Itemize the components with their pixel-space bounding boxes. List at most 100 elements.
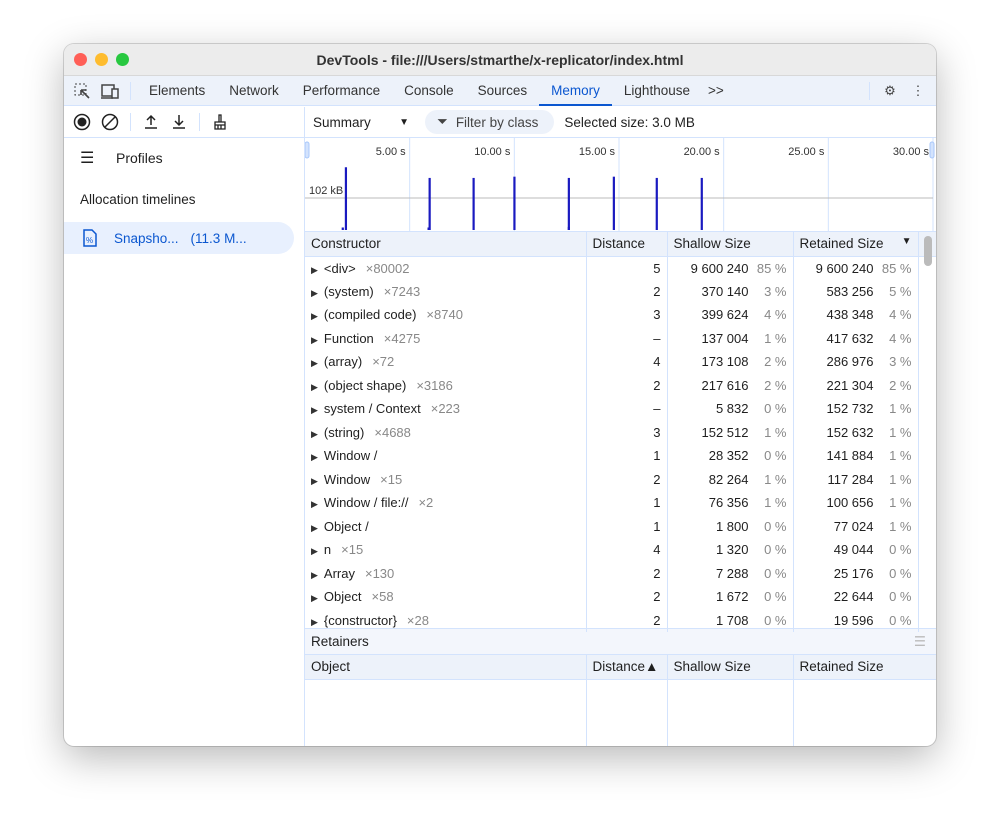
tab-memory[interactable]: Memory (539, 76, 612, 106)
selected-size: Selected size: 3.0 MB (564, 114, 695, 130)
tab-console[interactable]: Console (404, 82, 454, 98)
expand-triangle-icon[interactable]: ▶ (311, 452, 318, 463)
expand-triangle-icon[interactable]: ▶ (311, 264, 318, 275)
clear-icon[interactable] (96, 108, 124, 136)
expand-triangle-icon[interactable]: ▶ (311, 381, 318, 392)
distance-cell: 2 (586, 561, 668, 585)
expand-triangle-icon[interactable]: ▶ (311, 405, 318, 416)
expand-triangle-icon[interactable]: ▶ (311, 616, 318, 627)
expand-triangle-icon[interactable]: ▶ (311, 358, 318, 369)
tab-network[interactable]: Network (229, 82, 279, 98)
expand-triangle-icon[interactable]: ▶ (311, 428, 318, 439)
download-icon[interactable] (165, 108, 193, 136)
device-toolbar-icon[interactable] (96, 77, 124, 105)
allocation-bar (612, 176, 615, 230)
ret-col-shallow[interactable]: Shallow Size (667, 655, 794, 680)
shallow-size-cell: 1 320 0 % (667, 538, 794, 562)
shallow-size-cell: 9 600 240 85 % (667, 256, 794, 280)
scrollbar-thumb[interactable] (924, 236, 932, 266)
profiles-sidebar: ☰ Profiles Allocation timelines % Snapsh… (64, 107, 305, 746)
record-icon[interactable] (68, 108, 96, 136)
retained-size-cell: 286 976 3 % (793, 350, 919, 374)
profiles-header: ☰ Profiles (64, 138, 304, 178)
collect-garbage-broom-icon[interactable] (206, 108, 234, 136)
filter-icon: ⏷ (437, 114, 448, 129)
table-row[interactable]: ▶ n ×15 4 1 320 0 % 49 044 0 % (305, 538, 936, 562)
table-row[interactable]: ▶ <div> ×80002 5 9 600 240 85 % 9 600 240 85… (305, 256, 936, 280)
expand-triangle-icon[interactable]: ▶ (311, 475, 318, 486)
table-row[interactable]: ▶ Window / file://×2 1 76 356 1 % 100 656 1… (305, 491, 936, 515)
expand-triangle-icon[interactable]: ▶ (311, 311, 318, 322)
range-handle-right (929, 141, 935, 159)
distance-cell: 1 (586, 444, 668, 468)
drag-handle-icon[interactable]: ☰ (913, 633, 926, 649)
view-select[interactable]: Summary ▼ (305, 115, 417, 130)
shallow-size-cell: 1 708 0 % (667, 608, 794, 632)
expand-triangle-icon[interactable]: ▶ (311, 334, 318, 345)
expand-triangle-icon[interactable]: ▶ (311, 499, 318, 510)
settings-gear-icon[interactable]: ⚙ (884, 82, 896, 98)
snapshot-item[interactable]: % Snapsho... (11.3 M... (64, 222, 294, 254)
x-tick-label: 25.00 s (788, 146, 825, 158)
shallow-size-cell: 1 672 0 % (667, 585, 794, 609)
allocation-timeline-overview[interactable]: 5.00 s 10.00 s 15.00 s 20.00 s 25.00 s 30.00 … (305, 138, 936, 232)
x-tick-label: 10.00 s (474, 146, 511, 158)
table-row[interactable]: ▶ (array) ×72 4 173 108 2 % 286 976 3 % (305, 350, 936, 374)
minimize-button[interactable] (95, 53, 108, 66)
table-row[interactable]: ▶ system / Context ×223 – 5 832 0 % 152 732… (305, 397, 936, 421)
tab-sources[interactable]: Sources (477, 82, 528, 98)
distance-cell: 4 (586, 538, 668, 562)
more-options-icon[interactable]: ⋮ (911, 82, 925, 98)
ret-col-retained[interactable]: Retained Size (793, 655, 936, 680)
retained-size-cell: 19 596 0 % (793, 608, 919, 632)
filter-placeholder: Filter by class (455, 114, 539, 130)
panel-tabs: Elements Network Performance Console Sources… (64, 76, 936, 106)
table-row[interactable]: ▶ {constructor} ×28 2 1 708 0 % 19 596 0 % (305, 608, 936, 632)
col-retained-size[interactable]: Retained Size ▼ (793, 232, 919, 257)
zoom-button[interactable] (116, 53, 129, 66)
tab-performance[interactable]: Performance (302, 82, 381, 98)
distance-cell: 2 (586, 608, 668, 632)
gridline-label: 102 kB (309, 185, 343, 197)
expand-triangle-icon[interactable]: ▶ (311, 569, 318, 580)
tab-elements[interactable]: Elements (149, 82, 206, 98)
profiles-settings-icon: ☰ (80, 150, 95, 167)
table-row[interactable]: ▶ Window ×15 2 82 264 1 % 117 284 1 % (305, 467, 936, 491)
expand-triangle-icon[interactable]: ▶ (311, 593, 318, 604)
upload-icon[interactable] (137, 108, 165, 136)
ret-col-distance[interactable]: Distance▲ (586, 655, 668, 680)
close-button[interactable] (74, 53, 87, 66)
snapshot-file-icon: % (83, 229, 97, 247)
table-row[interactable]: ▶ (object shape) ×3186 2 217 616 2 % 221 30… (305, 373, 936, 397)
filter-by-class-input[interactable]: ⏷ Filter by class (425, 110, 555, 134)
table-row[interactable]: ▶ Window / 1 28 352 0 % 141 884 1 % (305, 444, 936, 468)
retained-size-cell: 49 044 0 % (793, 538, 919, 562)
retained-size-cell: 117 284 1 % (793, 467, 919, 491)
inspect-element-icon[interactable] (68, 77, 96, 105)
table-row[interactable]: ▶ (compiled code) ×8740 3 399 624 4 % 438 3… (305, 303, 936, 327)
col-distance[interactable]: Distance (586, 232, 668, 257)
ret-col-object[interactable]: Object (305, 655, 587, 680)
constructor-table: Constructor Distance Shallow Size Retain… (305, 232, 936, 632)
expand-triangle-icon[interactable]: ▶ (311, 546, 318, 557)
table-row[interactable]: ▶ Object / 1 1 800 0 % 77 024 1 % (305, 514, 936, 538)
expand-triangle-icon[interactable]: ▶ (311, 287, 318, 298)
retained-size-cell: 152 632 1 % (793, 420, 919, 444)
table-row[interactable]: ▶ Function ×4275 – 137 004 1 % 417 632 4 % (305, 326, 936, 350)
col-constructor[interactable]: Constructor (305, 232, 587, 257)
shallow-size-cell: 152 512 1 % (667, 420, 794, 444)
retained-size-cell: 25 176 0 % (793, 561, 919, 585)
table-row[interactable]: ▶ Object ×58 2 1 672 0 % 22 644 0 % (305, 585, 936, 609)
expand-triangle-icon[interactable]: ▶ (311, 522, 318, 533)
profiles-label: Profiles (116, 150, 163, 166)
more-tabs-button[interactable]: >> (707, 82, 724, 98)
table-row[interactable]: ▶ (system) ×7243 2 370 140 3 % 583 256 5 % (305, 279, 936, 303)
distance-cell: 2 (586, 585, 668, 609)
tab-lighthouse[interactable]: Lighthouse (623, 82, 690, 98)
col-shallow-size[interactable]: Shallow Size (667, 232, 794, 257)
table-row[interactable]: ▶ (string) ×4688 3 152 512 1 % 152 632 1 % (305, 420, 936, 444)
shallow-size-cell: 217 616 2 % (667, 373, 794, 397)
constructor-cell: ▶ Array ×130 (305, 561, 587, 585)
distance-cell: 2 (586, 467, 668, 491)
table-row[interactable]: ▶ Array ×130 2 7 288 0 % 25 176 0 % (305, 561, 936, 585)
